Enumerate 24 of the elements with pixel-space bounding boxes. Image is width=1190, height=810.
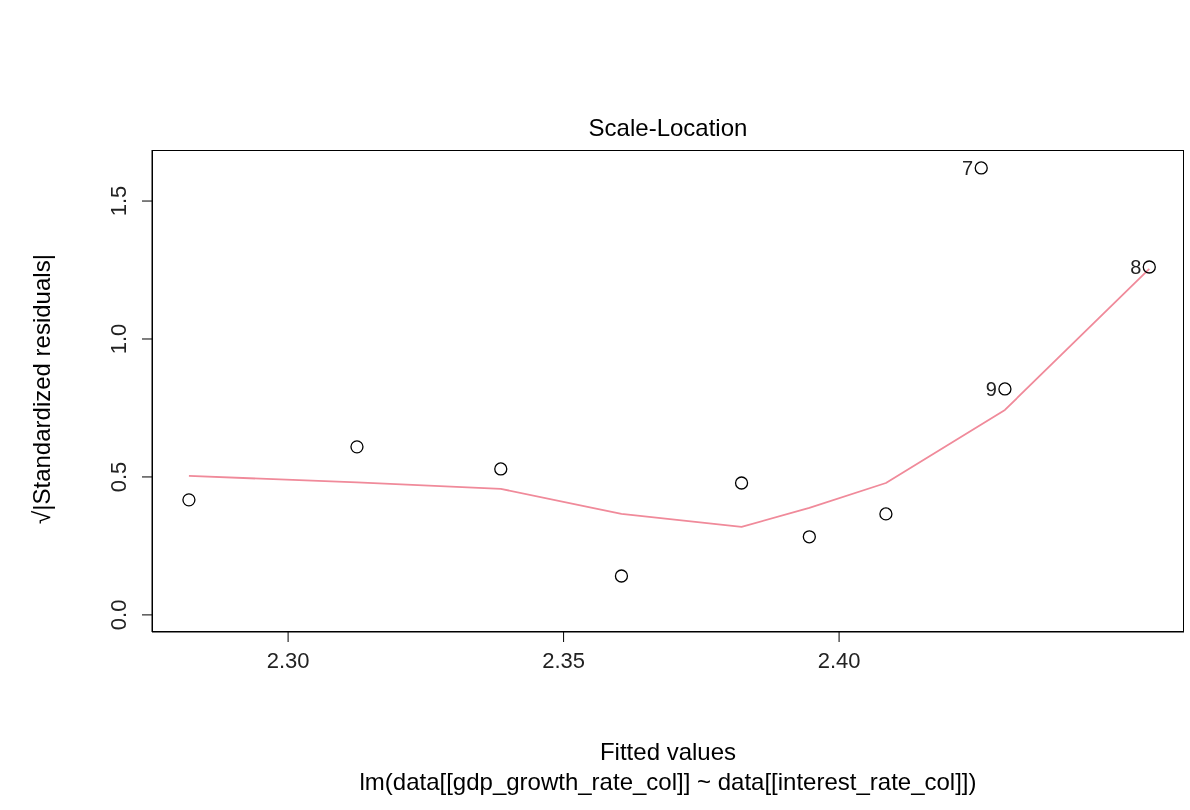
point <box>350 440 364 454</box>
annotation: 8 <box>1130 256 1142 279</box>
point <box>1142 260 1156 274</box>
y-tick-label: 0.5 <box>106 461 131 493</box>
point <box>614 569 629 583</box>
x-tick-label: 2.35 <box>542 647 585 673</box>
x-axis-title: Fitted values <box>598 738 738 766</box>
point <box>974 161 988 175</box>
point <box>734 476 749 490</box>
point <box>998 382 1012 396</box>
annotation: 9 <box>985 378 997 401</box>
text: lm(data[[gdp_growth_rate_col]] ~ data[[interest_rate_col]]) <box>358 768 978 796</box>
x-tick-label: 2.40 <box>817 647 861 673</box>
x-tick-label: 2.30 <box>266 647 310 673</box>
y-axis-title: √|Standardized residuals| <box>28 253 56 526</box>
annotation: 7 <box>962 157 974 180</box>
point <box>879 507 893 521</box>
point <box>182 493 196 507</box>
y-tick-label: 1.5 <box>106 185 131 217</box>
y-tick-label: 0.0 <box>106 599 131 631</box>
y-tick-label: 1.0 <box>106 323 131 355</box>
point <box>802 530 816 544</box>
chart-title: Scale-Location <box>587 114 749 142</box>
point <box>494 462 508 476</box>
